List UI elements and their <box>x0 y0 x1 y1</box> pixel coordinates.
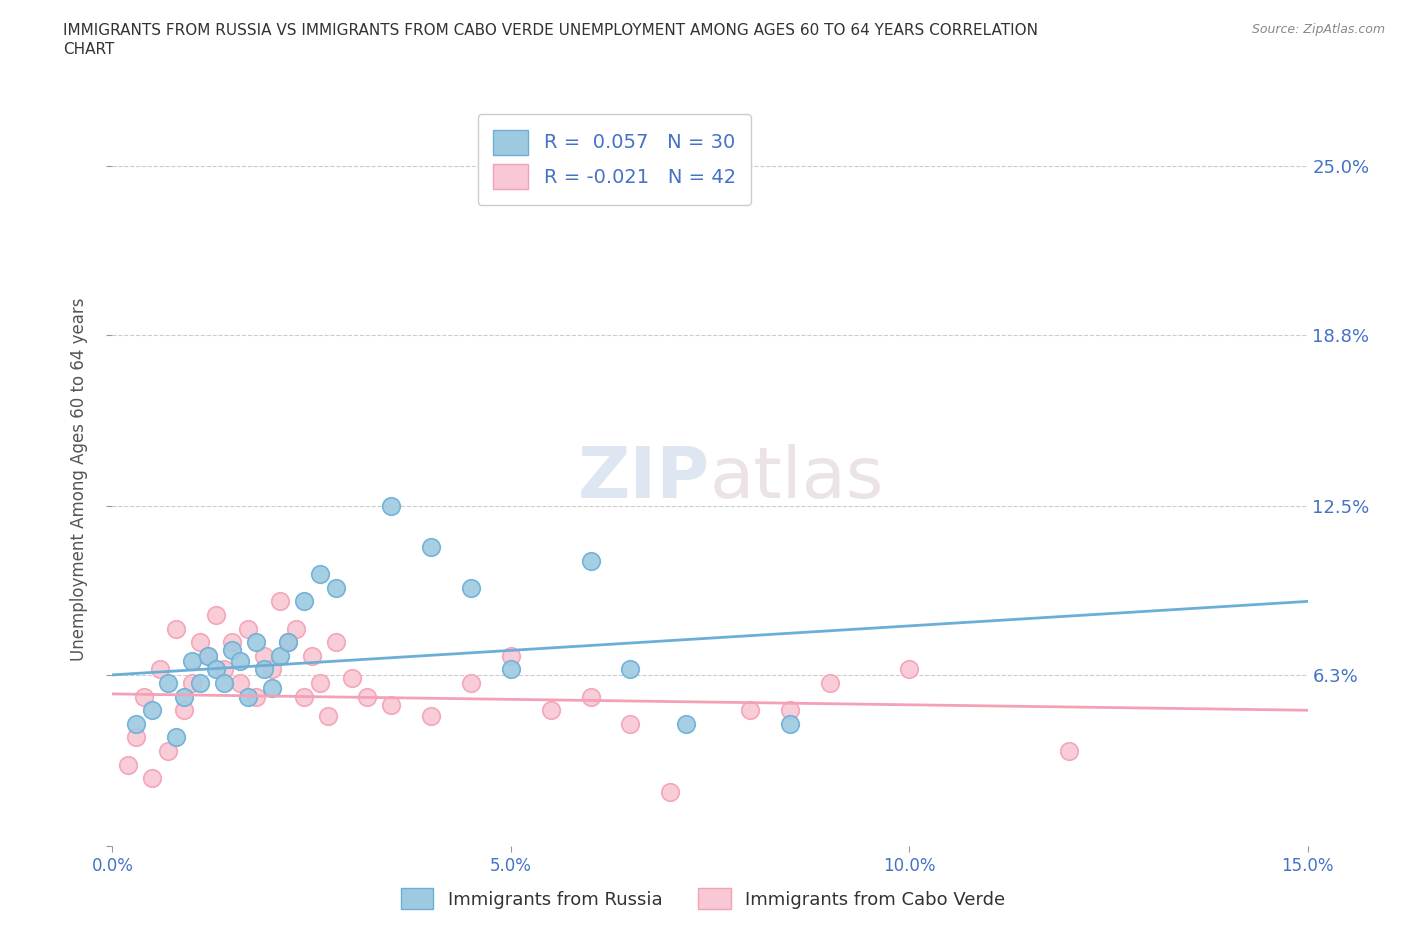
Point <box>284 621 307 636</box>
Text: atlas: atlas <box>710 445 884 513</box>
Text: Source: ZipAtlas.com: Source: ZipAtlas.com <box>1251 23 1385 36</box>
Point <box>420 539 443 554</box>
Point <box>1057 744 1080 759</box>
Point <box>308 566 330 581</box>
Point <box>157 675 180 690</box>
Point <box>236 621 259 636</box>
Point <box>356 689 378 704</box>
Point <box>173 703 195 718</box>
Point <box>738 703 761 718</box>
Point <box>157 744 180 759</box>
Point <box>460 675 482 690</box>
Point <box>499 648 522 663</box>
Point <box>197 648 219 663</box>
Point <box>245 635 267 650</box>
Point <box>316 709 339 724</box>
Point <box>221 635 243 650</box>
Point <box>236 689 259 704</box>
Point <box>373 77 395 92</box>
Point <box>659 784 682 799</box>
Text: IMMIGRANTS FROM RUSSIA VS IMMIGRANTS FROM CABO VERDE UNEMPLOYMENT AMONG AGES 60 : IMMIGRANTS FROM RUSSIA VS IMMIGRANTS FRO… <box>63 23 1038 38</box>
Point <box>134 689 156 704</box>
Point <box>221 643 243 658</box>
Point <box>269 594 291 609</box>
Point <box>380 498 402 513</box>
Point <box>325 580 347 595</box>
Point <box>253 648 276 663</box>
Point <box>212 675 235 690</box>
Point <box>619 662 641 677</box>
Point <box>125 730 148 745</box>
Point <box>205 607 228 622</box>
Point <box>420 709 443 724</box>
Point <box>260 662 283 677</box>
Point <box>675 716 697 731</box>
Point <box>301 648 323 663</box>
Point <box>212 662 235 677</box>
Point <box>245 689 267 704</box>
Point <box>188 635 211 650</box>
Point <box>460 580 482 595</box>
Point <box>117 757 139 772</box>
Point <box>165 621 187 636</box>
Point <box>253 662 276 677</box>
Point <box>292 594 315 609</box>
Point <box>325 635 347 650</box>
Point <box>141 771 163 786</box>
Point <box>540 703 562 718</box>
Point <box>499 662 522 677</box>
Legend: Immigrants from Russia, Immigrants from Cabo Verde: Immigrants from Russia, Immigrants from … <box>394 881 1012 916</box>
Point <box>898 662 921 677</box>
Point <box>619 716 641 731</box>
Text: ZIP: ZIP <box>578 445 710 513</box>
Point <box>229 675 252 690</box>
Point <box>269 648 291 663</box>
Legend: R =  0.057   N = 30, R = -0.021   N = 42: R = 0.057 N = 30, R = -0.021 N = 42 <box>478 114 751 205</box>
Point <box>197 648 219 663</box>
Point <box>779 716 801 731</box>
Y-axis label: Unemployment Among Ages 60 to 64 years: Unemployment Among Ages 60 to 64 years <box>70 298 89 660</box>
Point <box>292 689 315 704</box>
Point <box>149 662 172 677</box>
Point <box>165 730 187 745</box>
Point <box>125 716 148 731</box>
Point <box>277 635 299 650</box>
Point <box>181 675 204 690</box>
Point <box>277 635 299 650</box>
Point <box>579 553 602 568</box>
Point <box>340 671 363 685</box>
Point <box>188 675 211 690</box>
Point <box>141 703 163 718</box>
Point <box>260 681 283 696</box>
Text: CHART: CHART <box>63 42 115 57</box>
Point <box>380 698 402 712</box>
Point <box>173 689 195 704</box>
Point <box>779 703 801 718</box>
Point <box>205 662 228 677</box>
Point <box>181 654 204 669</box>
Point <box>579 689 602 704</box>
Point <box>229 654 252 669</box>
Point <box>308 675 330 690</box>
Point <box>818 675 841 690</box>
